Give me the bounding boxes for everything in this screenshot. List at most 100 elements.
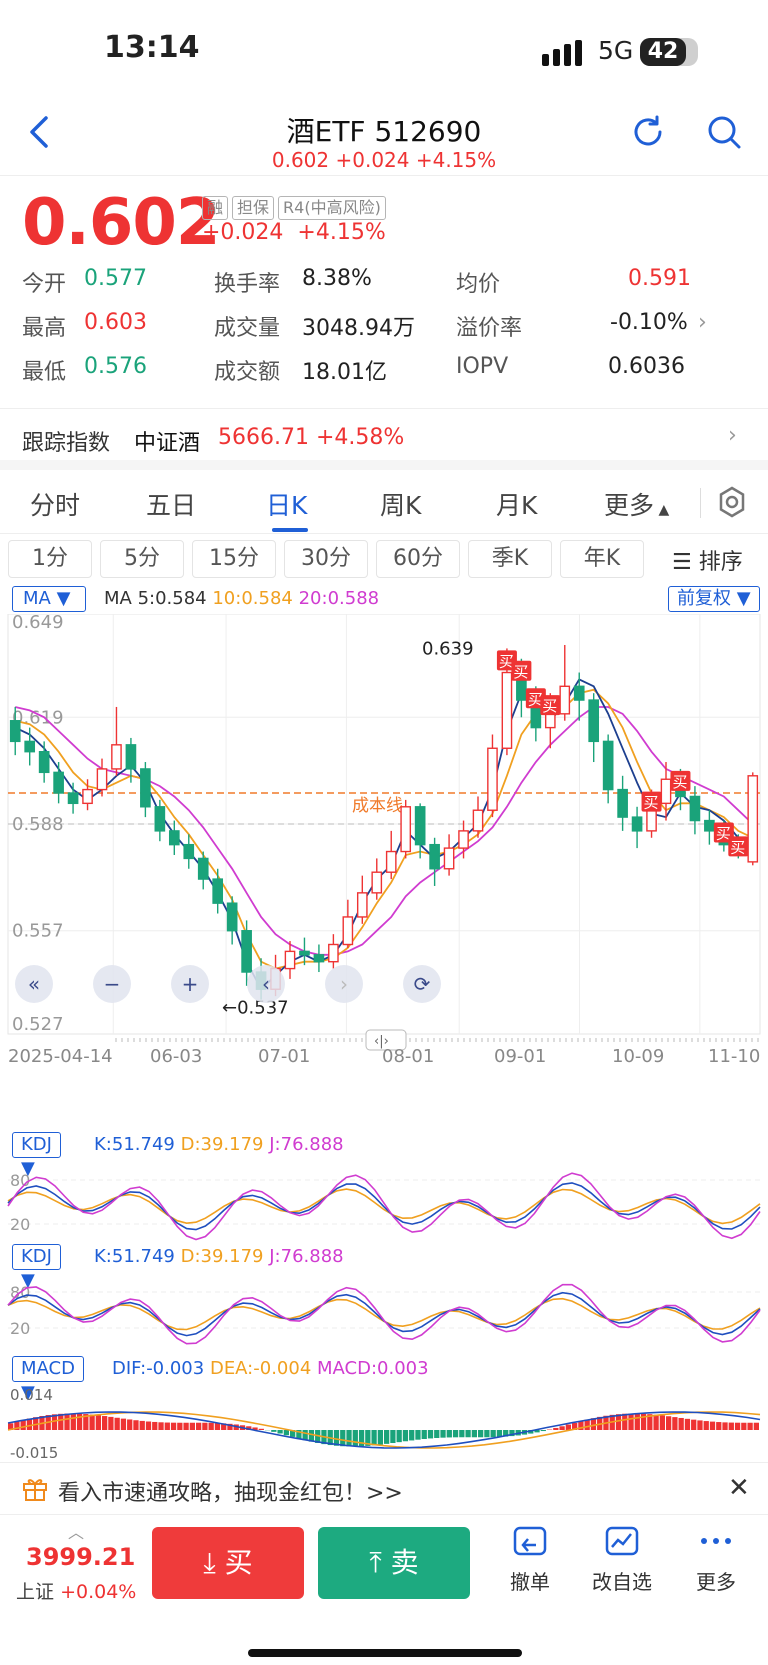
buy-marker <box>641 791 662 812</box>
macd-bar <box>384 1430 390 1444</box>
reset-button[interactable]: ⟳ <box>403 965 441 1003</box>
candle <box>226 902 238 932</box>
kdj-values: K:51.749 D:39.179 J:76.888 <box>94 1134 344 1155</box>
tab-weekly-k[interactable]: 周K <box>380 491 422 520</box>
macd-bar <box>434 1430 440 1438</box>
scroll-left-icon[interactable] <box>247 965 285 1003</box>
search-icon[interactable] <box>706 114 742 150</box>
period-5min[interactable]: 5分 <box>100 540 184 578</box>
rewind-button[interactable]: « <box>15 965 53 1003</box>
scroll-right-icon[interactable] <box>325 965 363 1003</box>
reset-icon[interactable] <box>403 965 441 1003</box>
zoom-in-button[interactable]: + <box>171 965 209 1003</box>
quote-grid: 今开 0.577 换手率 8.38% 均价 0.591 最高 0.603 成交量… <box>22 266 752 398</box>
tab-more[interactable]: 更多 ▲ <box>604 486 669 522</box>
candle <box>168 830 180 846</box>
period-60min[interactable]: 60分 <box>376 540 460 578</box>
macd-tick-label: 0.014 <box>10 1386 53 1404</box>
y-tick-label: 0.649 <box>12 614 64 633</box>
cancel-order-button[interactable]: 撤单 <box>490 1525 570 1595</box>
macd-dea: DEA:-0.004 <box>209 1358 312 1379</box>
banner-text[interactable]: 看入市速通攻略，抽现金红包！>> <box>58 1481 403 1506</box>
edit-watchlist-button[interactable]: 改自选 <box>582 1525 662 1595</box>
period-year[interactable]: 年K <box>560 540 644 578</box>
sort-button[interactable]: ☰ 排序 <box>672 544 743 576</box>
ma-selector[interactable]: MA ▼ <box>12 586 86 612</box>
macd-bar <box>709 1421 716 1430</box>
adjust-selector[interactable]: 前复权 ▼ <box>668 586 760 612</box>
chevron-up-icon[interactable]: ︿ <box>68 1523 85 1542</box>
macd-bar <box>615 1414 622 1430</box>
period-15min[interactable]: 15分 <box>192 540 276 578</box>
sell-label: 卖 <box>390 1546 419 1579</box>
candle <box>458 830 469 849</box>
rewind-icon[interactable] <box>15 965 53 1003</box>
scroll-right-button[interactable]: › <box>325 965 363 1003</box>
tab-intraday[interactable]: 分时 <box>30 491 81 520</box>
buy-button[interactable]: ⤓ 买 <box>152 1527 304 1599</box>
battery-level: 42 <box>640 38 686 66</box>
period-30min[interactable]: 30分 <box>284 540 368 578</box>
period-quarter[interactable]: 季K <box>468 540 552 578</box>
macd-bar <box>346 1430 352 1447</box>
period-1min[interactable]: 1分 <box>8 540 92 578</box>
macd-bar <box>33 1417 39 1430</box>
macd-selector[interactable]: MACD ▼ <box>12 1356 84 1403</box>
download-arrow-icon: ⤓ <box>203 1546 225 1579</box>
chevron-right-icon[interactable]: › <box>728 423 737 448</box>
chevron-right-icon[interactable]: › <box>698 310 707 335</box>
candle <box>385 850 397 873</box>
premium-value[interactable]: -0.10% <box>610 310 688 335</box>
macd-bar <box>415 1430 421 1440</box>
amount-label: 成交额 <box>214 360 281 385</box>
buy-marker-label: 买 <box>528 690 543 708</box>
zoom-out-button[interactable]: − <box>93 965 131 1003</box>
macd-bar <box>64 1413 70 1430</box>
macd-bar <box>227 1423 233 1430</box>
back-icon[interactable] <box>24 112 56 152</box>
refresh-icon[interactable] <box>630 114 666 150</box>
candle <box>414 806 426 846</box>
tracking-index-row[interactable]: 跟踪指数 中证酒 5666.71 +4.58% › <box>0 408 768 470</box>
x-tick-label: 10-09 <box>612 1046 664 1067</box>
macd-bar <box>509 1430 515 1437</box>
index-info[interactable]: 上证 +0.04% <box>16 1577 136 1604</box>
candle <box>617 788 628 818</box>
macd-macd: MACD:0.003 <box>317 1358 429 1379</box>
sell-button[interactable]: ⤒ 卖 <box>318 1527 470 1599</box>
kdj-selector[interactable]: KDJ ▼ <box>12 1244 61 1291</box>
x-tick-label: 2025-04-14 <box>8 1046 113 1067</box>
tab-monthly-k[interactable]: 月K <box>496 491 538 520</box>
ma20-value: 20:0.588 <box>298 588 380 609</box>
more-button[interactable]: 更多 <box>676 1525 756 1595</box>
low-label: 最低 <box>22 360 67 385</box>
kdj-tick-label: 80 <box>10 1171 30 1190</box>
x-tick-label: 09-01 <box>494 1046 546 1067</box>
upload-arrow-icon: ⤒ <box>369 1546 391 1579</box>
edit-chart-icon <box>605 1526 639 1556</box>
close-icon[interactable]: ✕ <box>728 1473 750 1503</box>
index-value[interactable]: 3999.21 <box>26 1543 136 1571</box>
buy-marker <box>540 695 561 716</box>
control-glyph: ⟳ <box>414 972 431 996</box>
zoom-in-icon[interactable] <box>171 965 209 1003</box>
candle <box>212 878 224 904</box>
macd-bar <box>459 1430 465 1438</box>
index-change: +0.04% <box>60 1581 137 1603</box>
macd-bar <box>590 1418 597 1430</box>
kdj-selector[interactable]: KDJ ▼ <box>12 1132 61 1179</box>
macd-bar <box>478 1430 484 1438</box>
tab-daily-k[interactable]: 日K <box>266 491 308 520</box>
premium-label[interactable]: 溢价率 <box>456 316 523 341</box>
control-glyph: « <box>28 972 40 996</box>
scroll-left-button[interactable]: ‹ <box>247 965 285 1003</box>
promo-banner[interactable]: 看入市速通攻略，抽现金红包！>> ✕ <box>0 1462 768 1514</box>
candle <box>544 713 556 729</box>
tab-five-day[interactable]: 五日 <box>146 491 197 520</box>
buy-label: 买 <box>224 1546 253 1579</box>
macd-bar <box>503 1430 509 1437</box>
zoom-out-icon[interactable] <box>93 965 131 1003</box>
candle <box>284 950 296 970</box>
gear-icon[interactable] <box>716 486 748 518</box>
